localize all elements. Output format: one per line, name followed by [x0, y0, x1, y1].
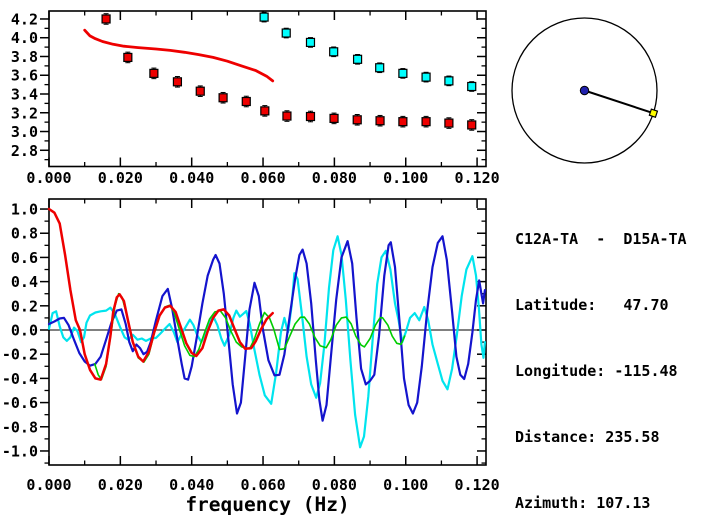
station-pair-title: C12A-TA - D15A-TA: [515, 230, 687, 248]
data-point-square: [195, 86, 205, 96]
data-point-square: [305, 111, 316, 122]
spectra-waveform-plot: 0.000 0.020 0.040 0.060 0.080 0.100 0.120 -1.0 -…: [2, 198, 500, 516]
waveform-red: [47, 207, 274, 381]
data-point-square: [421, 117, 431, 127]
y-tick-label: 3.4: [11, 86, 38, 104]
reference-dispersion-curve: [83, 28, 275, 83]
data-point-square: [375, 63, 385, 73]
x-tick-label: 0.040: [169, 476, 214, 494]
station-dot: [579, 85, 590, 96]
station-info-panel: C12A-TA - D15A-TA Latitude: 47.70 Longit…: [515, 184, 687, 519]
data-point-square: [375, 116, 385, 126]
y-tick-label: 3.0: [11, 123, 38, 141]
y-tick-label: 1.0: [11, 201, 38, 219]
data-point-square: [467, 81, 477, 92]
data-point-square: [241, 96, 251, 107]
x-tick-label: 0.000: [26, 169, 71, 187]
y-tick-label: 3.8: [11, 48, 38, 66]
y-tick-label: 0.4: [11, 273, 38, 291]
data-point-square: [281, 28, 291, 38]
x-tick-label: 0.060: [240, 476, 285, 494]
y-tick-label: -1.0: [2, 442, 38, 460]
data-point-square: [444, 76, 454, 86]
data-point-square: [444, 118, 454, 128]
group-velocity-dispersion-plot: 0.000 0.020 0.040 0.060 0.080 0.100 0.1202.83.…: [11, 10, 500, 187]
x-tick-label: 0.120: [455, 476, 500, 494]
data-point-square: [352, 54, 363, 64]
x-axis-title: frequency (Hz): [185, 493, 349, 516]
longitude-line: Longitude: -115.48: [515, 362, 678, 380]
data-point-square: [123, 52, 133, 63]
latitude-line: Latitude: 47.70: [515, 296, 669, 314]
y-tick-label: 0.8: [11, 225, 38, 243]
y-tick-label: -0.8: [2, 418, 38, 436]
azimuth-line-text: Azimuth: 107.13: [515, 494, 651, 512]
x-tick-label: 0.080: [312, 169, 357, 187]
x-tick-label: 0.000: [26, 476, 71, 494]
data-point-square: [282, 111, 292, 121]
y-tick-label: 3.2: [11, 104, 38, 122]
y-tick-label: -0.2: [2, 346, 38, 364]
x-tick-label: 0.100: [383, 476, 428, 494]
y-tick-label: 4.0: [11, 29, 38, 47]
y-tick-label: -0.4: [2, 370, 38, 388]
data-point-square: [398, 117, 408, 127]
data-point-square: [305, 37, 316, 48]
data-point-square: [149, 68, 159, 78]
x-tick-label: 0.020: [98, 169, 143, 187]
x-tick-label: 0.040: [169, 169, 214, 187]
measured-group-velocity-points: [101, 13, 477, 131]
y-tick-label: 4.2: [11, 10, 38, 28]
y-tick-label: 0.2: [11, 297, 38, 315]
data-point-square: [467, 120, 477, 130]
y-tick-label: -0.6: [2, 394, 38, 412]
azimuth-indicator: [511, 17, 659, 164]
x-tick-label: 0.020: [98, 476, 143, 494]
waveform-blue: [47, 235, 486, 422]
data-point-square: [172, 77, 183, 87]
data-point-square: [260, 106, 270, 116]
event-marker: [648, 108, 659, 118]
waveform-cyan: [47, 235, 486, 449]
y-tick-label: 2.8: [11, 142, 38, 160]
data-point-square: [101, 14, 111, 24]
y-tick-label: 3.6: [11, 67, 38, 85]
plot-frame: [48, 10, 487, 168]
x-tick-label: 0.120: [455, 169, 500, 187]
y-tick-label: 0.0: [11, 322, 38, 340]
data-point-square: [218, 93, 228, 103]
data-point-square: [259, 12, 269, 22]
data-point-square: [398, 68, 408, 78]
azimuth-circle: [511, 17, 658, 164]
data-point-square: [421, 72, 431, 82]
x-tick-label: 0.100: [383, 169, 428, 187]
x-tick-label: 0.060: [240, 169, 285, 187]
data-point-square: [329, 47, 339, 57]
measured-phase-velocity-points: [259, 11, 477, 92]
data-point-square: [329, 113, 339, 123]
plot-frame: [48, 198, 487, 466]
distance-line: Distance: 235.58: [515, 428, 660, 446]
azimuth-line: [584, 89, 654, 115]
data-point-square: [352, 115, 362, 125]
y-tick-label: 0.6: [11, 249, 38, 267]
x-tick-label: 0.080: [312, 476, 357, 494]
